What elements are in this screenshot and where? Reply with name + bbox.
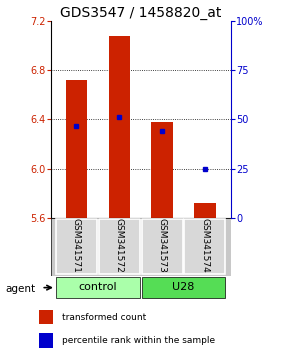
Text: control: control	[79, 282, 117, 292]
Bar	[151, 122, 173, 218]
Bar	[142, 219, 183, 274]
Bar	[56, 277, 140, 298]
Bar	[56, 219, 97, 274]
Bar	[39, 333, 53, 348]
Bar	[99, 219, 140, 274]
Bar	[108, 36, 130, 218]
Text: transformed count: transformed count	[62, 313, 146, 321]
Text: GSM341573: GSM341573	[157, 218, 166, 273]
Text: GSM341572: GSM341572	[115, 218, 124, 273]
Text: GSM341571: GSM341571	[72, 218, 81, 273]
Text: percentile rank within the sample: percentile rank within the sample	[62, 336, 215, 345]
Text: U28: U28	[172, 282, 195, 292]
Text: agent: agent	[6, 284, 36, 293]
Title: GDS3547 / 1458820_at: GDS3547 / 1458820_at	[60, 6, 221, 20]
Bar	[39, 310, 53, 324]
Bar	[142, 277, 225, 298]
Bar	[184, 219, 225, 274]
Bar	[194, 203, 215, 218]
Bar	[66, 80, 87, 218]
Text: GSM341574: GSM341574	[200, 218, 209, 273]
